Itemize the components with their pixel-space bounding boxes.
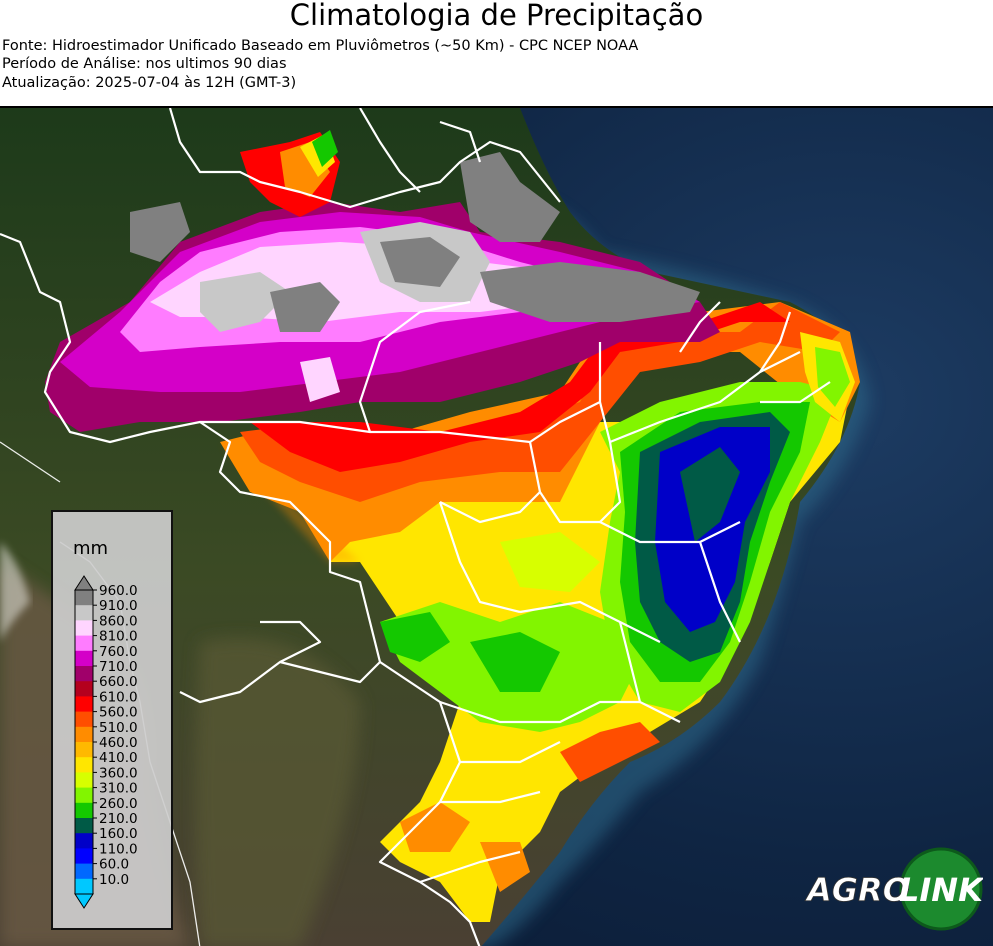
colorbar-label: 210.0: [99, 811, 138, 827]
borders: [0, 108, 831, 946]
colorbar-swatch: [75, 605, 93, 621]
agrolink-logo: AGRO LINK: [804, 847, 983, 931]
colorbar-swatch: [75, 711, 93, 728]
colorbar-swatch: [75, 863, 93, 880]
colorbar-label: 310.0: [99, 781, 138, 797]
colorbar-swatch: [75, 802, 93, 819]
colorbar-swatch: [75, 772, 93, 789]
colorbar-arrow-top: [74, 575, 94, 591]
colorbar-label: 660.0: [99, 674, 138, 690]
colorbar-label: 560.0: [99, 705, 138, 721]
colorbar-swatch: [75, 726, 93, 743]
colorbar-label: 810.0: [99, 629, 138, 645]
colorbar-swatch: [75, 878, 93, 895]
colorbar-label: 960.0: [99, 583, 138, 599]
legend-colorbar: 960.0910.0860.0810.0760.0710.0660.0610.0…: [74, 575, 138, 909]
colorbar-label: 110.0: [99, 841, 138, 857]
map-area: AGRO LINK: [0, 106, 993, 946]
legend-unit: mm: [73, 538, 109, 559]
header: Climatologia de Precipitação Fonte: Hidr…: [0, 0, 993, 106]
colorbar-label: 60.0: [99, 857, 129, 873]
colorbar-swatch: [75, 681, 93, 697]
colorbar-label: 510.0: [99, 720, 138, 736]
period-text: Período de Análise: nos ultimos 90 dias: [2, 56, 287, 72]
colorbar-swatch: [75, 742, 93, 758]
colorbar-arrow-bottom: [74, 893, 94, 909]
colorbar-label: 610.0: [99, 689, 138, 705]
colorbar-swatch: [75, 620, 93, 637]
colorbar-label: 860.0: [99, 613, 138, 629]
colorbar-swatch: [75, 590, 93, 606]
colorbar-swatch: [75, 787, 93, 804]
map-title: Climatologia de Precipitação: [289, 0, 704, 32]
colorbar-label: 460.0: [99, 735, 138, 751]
colorbar-label: 710.0: [99, 659, 138, 675]
colorbar-swatch: [75, 833, 93, 849]
precipitation-field: [45, 130, 860, 922]
colorbar-swatch: [75, 848, 93, 865]
colorbar-swatch: [75, 696, 93, 713]
chaco-area: [195, 638, 360, 946]
source-text: Fonte: Hidroestimador Unificado Baseado …: [2, 38, 639, 54]
precipitation-map: [0, 108, 993, 946]
legend: mm 960.0 910.0 860.0 810.0 760.0 710.0 660.0 61…: [51, 510, 173, 930]
colorbar-swatch: [75, 818, 93, 834]
colorbar-label: 360.0: [99, 765, 138, 781]
colorbar-label: 760.0: [99, 644, 138, 660]
updated-text: Atualização: 2025-07-04 às 12H (GMT-3): [2, 75, 297, 91]
colorbar-swatch: [75, 757, 93, 773]
colorbar-label: 410.0: [99, 750, 138, 766]
colorbar-swatch: [75, 635, 93, 652]
colorbar-swatch: [75, 650, 93, 667]
logo-agro-text: AGRO: [804, 871, 910, 909]
colorbar-label: 260.0: [99, 796, 138, 812]
colorbar-label: 910.0: [99, 598, 138, 614]
colorbar-label: 10.0: [99, 872, 129, 888]
colorbar-swatch: [75, 666, 93, 682]
colorbar-label: 160.0: [99, 826, 138, 842]
logo-link-text: LINK: [899, 871, 983, 909]
